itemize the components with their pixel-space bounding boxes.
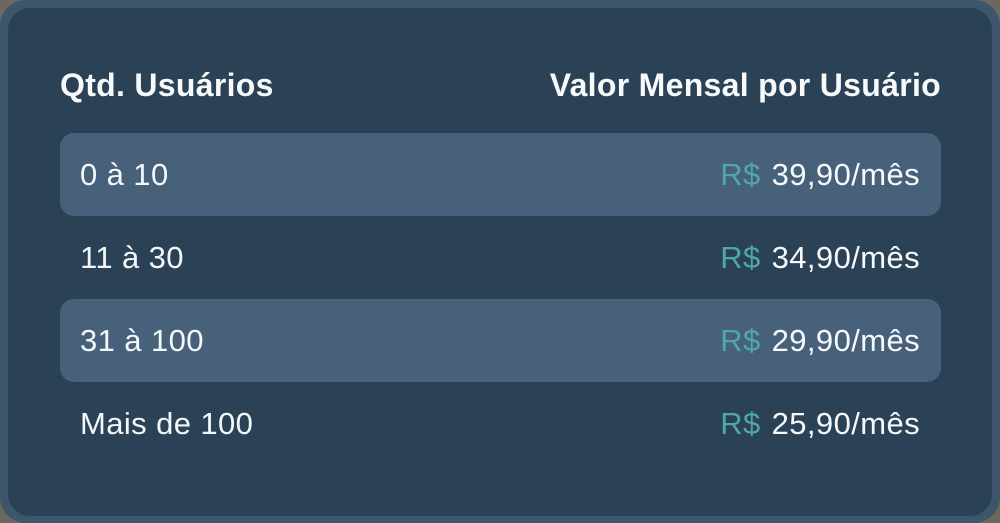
pricing-table-header: Qtd. Usuários Valor Mensal por Usuário (60, 66, 941, 104)
price-amount: 39,90/mês (771, 156, 920, 192)
pricing-row-11-30: 11 à 30 R$ 34,90/mês (60, 216, 941, 299)
users-column-header: Qtd. Usuários (60, 67, 274, 103)
pricing-row-0-10: 0 à 10 R$ 39,90/mês (60, 133, 941, 216)
users-range-label: 31 à 100 (80, 322, 204, 358)
pricing-row-31-100: 31 à 100 R$ 29,90/mês (60, 299, 941, 382)
pricing-card: Qtd. Usuários Valor Mensal por Usuário 0… (8, 8, 992, 516)
pricing-row-mais-de-100: Mais de 100 R$ 25,90/mês (60, 382, 941, 465)
users-range-label: 0 à 10 (80, 156, 169, 192)
price-amount: 25,90/mês (771, 405, 920, 441)
price-column-header: Valor Mensal por Usuário (549, 67, 941, 103)
pricing-rows: 0 à 10 R$ 39,90/mês 11 à 30 R$ 34,90/mês… (60, 133, 941, 465)
users-range-label: 11 à 30 (80, 239, 184, 275)
currency-symbol: R$ (720, 156, 761, 192)
monthly-price: R$ 39,90/mês (720, 157, 920, 193)
monthly-price: R$ 25,90/mês (720, 406, 920, 442)
currency-symbol: R$ (720, 322, 761, 358)
currency-symbol: R$ (720, 239, 761, 275)
price-amount: 29,90/mês (771, 322, 920, 358)
currency-symbol: R$ (720, 405, 761, 441)
monthly-price: R$ 34,90/mês (720, 240, 920, 276)
price-amount: 34,90/mês (771, 239, 920, 275)
users-range-label: Mais de 100 (80, 405, 254, 441)
monthly-price: R$ 29,90/mês (720, 323, 920, 359)
